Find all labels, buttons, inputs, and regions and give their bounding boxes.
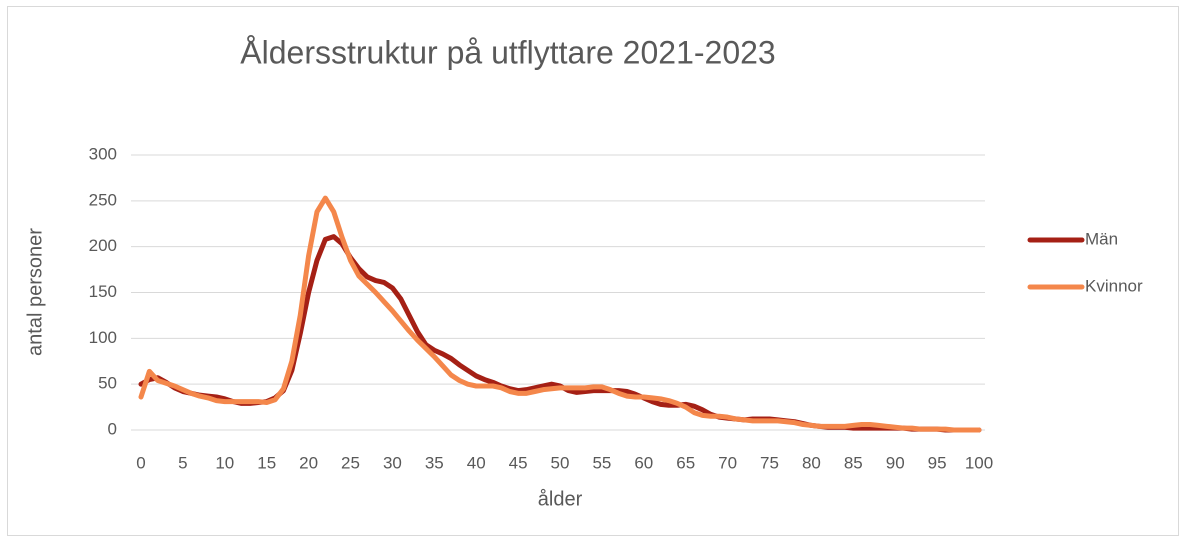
x-tick-label: 20: [299, 453, 318, 472]
y-tick-label: 200: [89, 236, 117, 255]
y-tick-label: 150: [89, 282, 117, 301]
x-tick-label: 60: [634, 453, 653, 472]
x-tick-label: 80: [802, 453, 821, 472]
x-tick-label: 55: [592, 453, 611, 472]
x-tick-label: 100: [965, 453, 993, 472]
x-tick-label: 65: [676, 453, 695, 472]
x-tick-label: 35: [425, 453, 444, 472]
x-tick-label: 95: [928, 453, 947, 472]
y-tick-label: 300: [89, 144, 117, 163]
x-tick-label: 15: [257, 453, 276, 472]
x-tick-label: 85: [844, 453, 863, 472]
y-tick-label: 0: [108, 419, 117, 438]
y-tick-label: 100: [89, 328, 117, 347]
x-tick-label: 0: [136, 453, 145, 472]
y-tick-label: 50: [98, 374, 117, 393]
x-tick-label: 45: [509, 453, 528, 472]
legend-label: Kvinnor: [1085, 276, 1143, 295]
y-tick-label: 250: [89, 190, 117, 209]
x-tick-label: 90: [886, 453, 905, 472]
x-tick-label: 50: [551, 453, 570, 472]
x-tick-label: 75: [760, 453, 779, 472]
x-tick-label: 40: [467, 453, 486, 472]
x-axis-title: ålder: [538, 488, 583, 510]
line-series: [138, 195, 982, 433]
legend-label: Män: [1085, 229, 1118, 248]
x-tick-label: 70: [718, 453, 737, 472]
chart-border: [7, 6, 1179, 536]
y-axis-title: antal personer: [24, 228, 46, 356]
chart-title: Åldersstruktur på utflyttare 2021-2023: [240, 34, 775, 70]
x-tick-label: 5: [178, 453, 187, 472]
x-tick-label: 10: [215, 453, 234, 472]
x-tick-label: 25: [341, 453, 360, 472]
x-tick-label: 30: [383, 453, 402, 472]
